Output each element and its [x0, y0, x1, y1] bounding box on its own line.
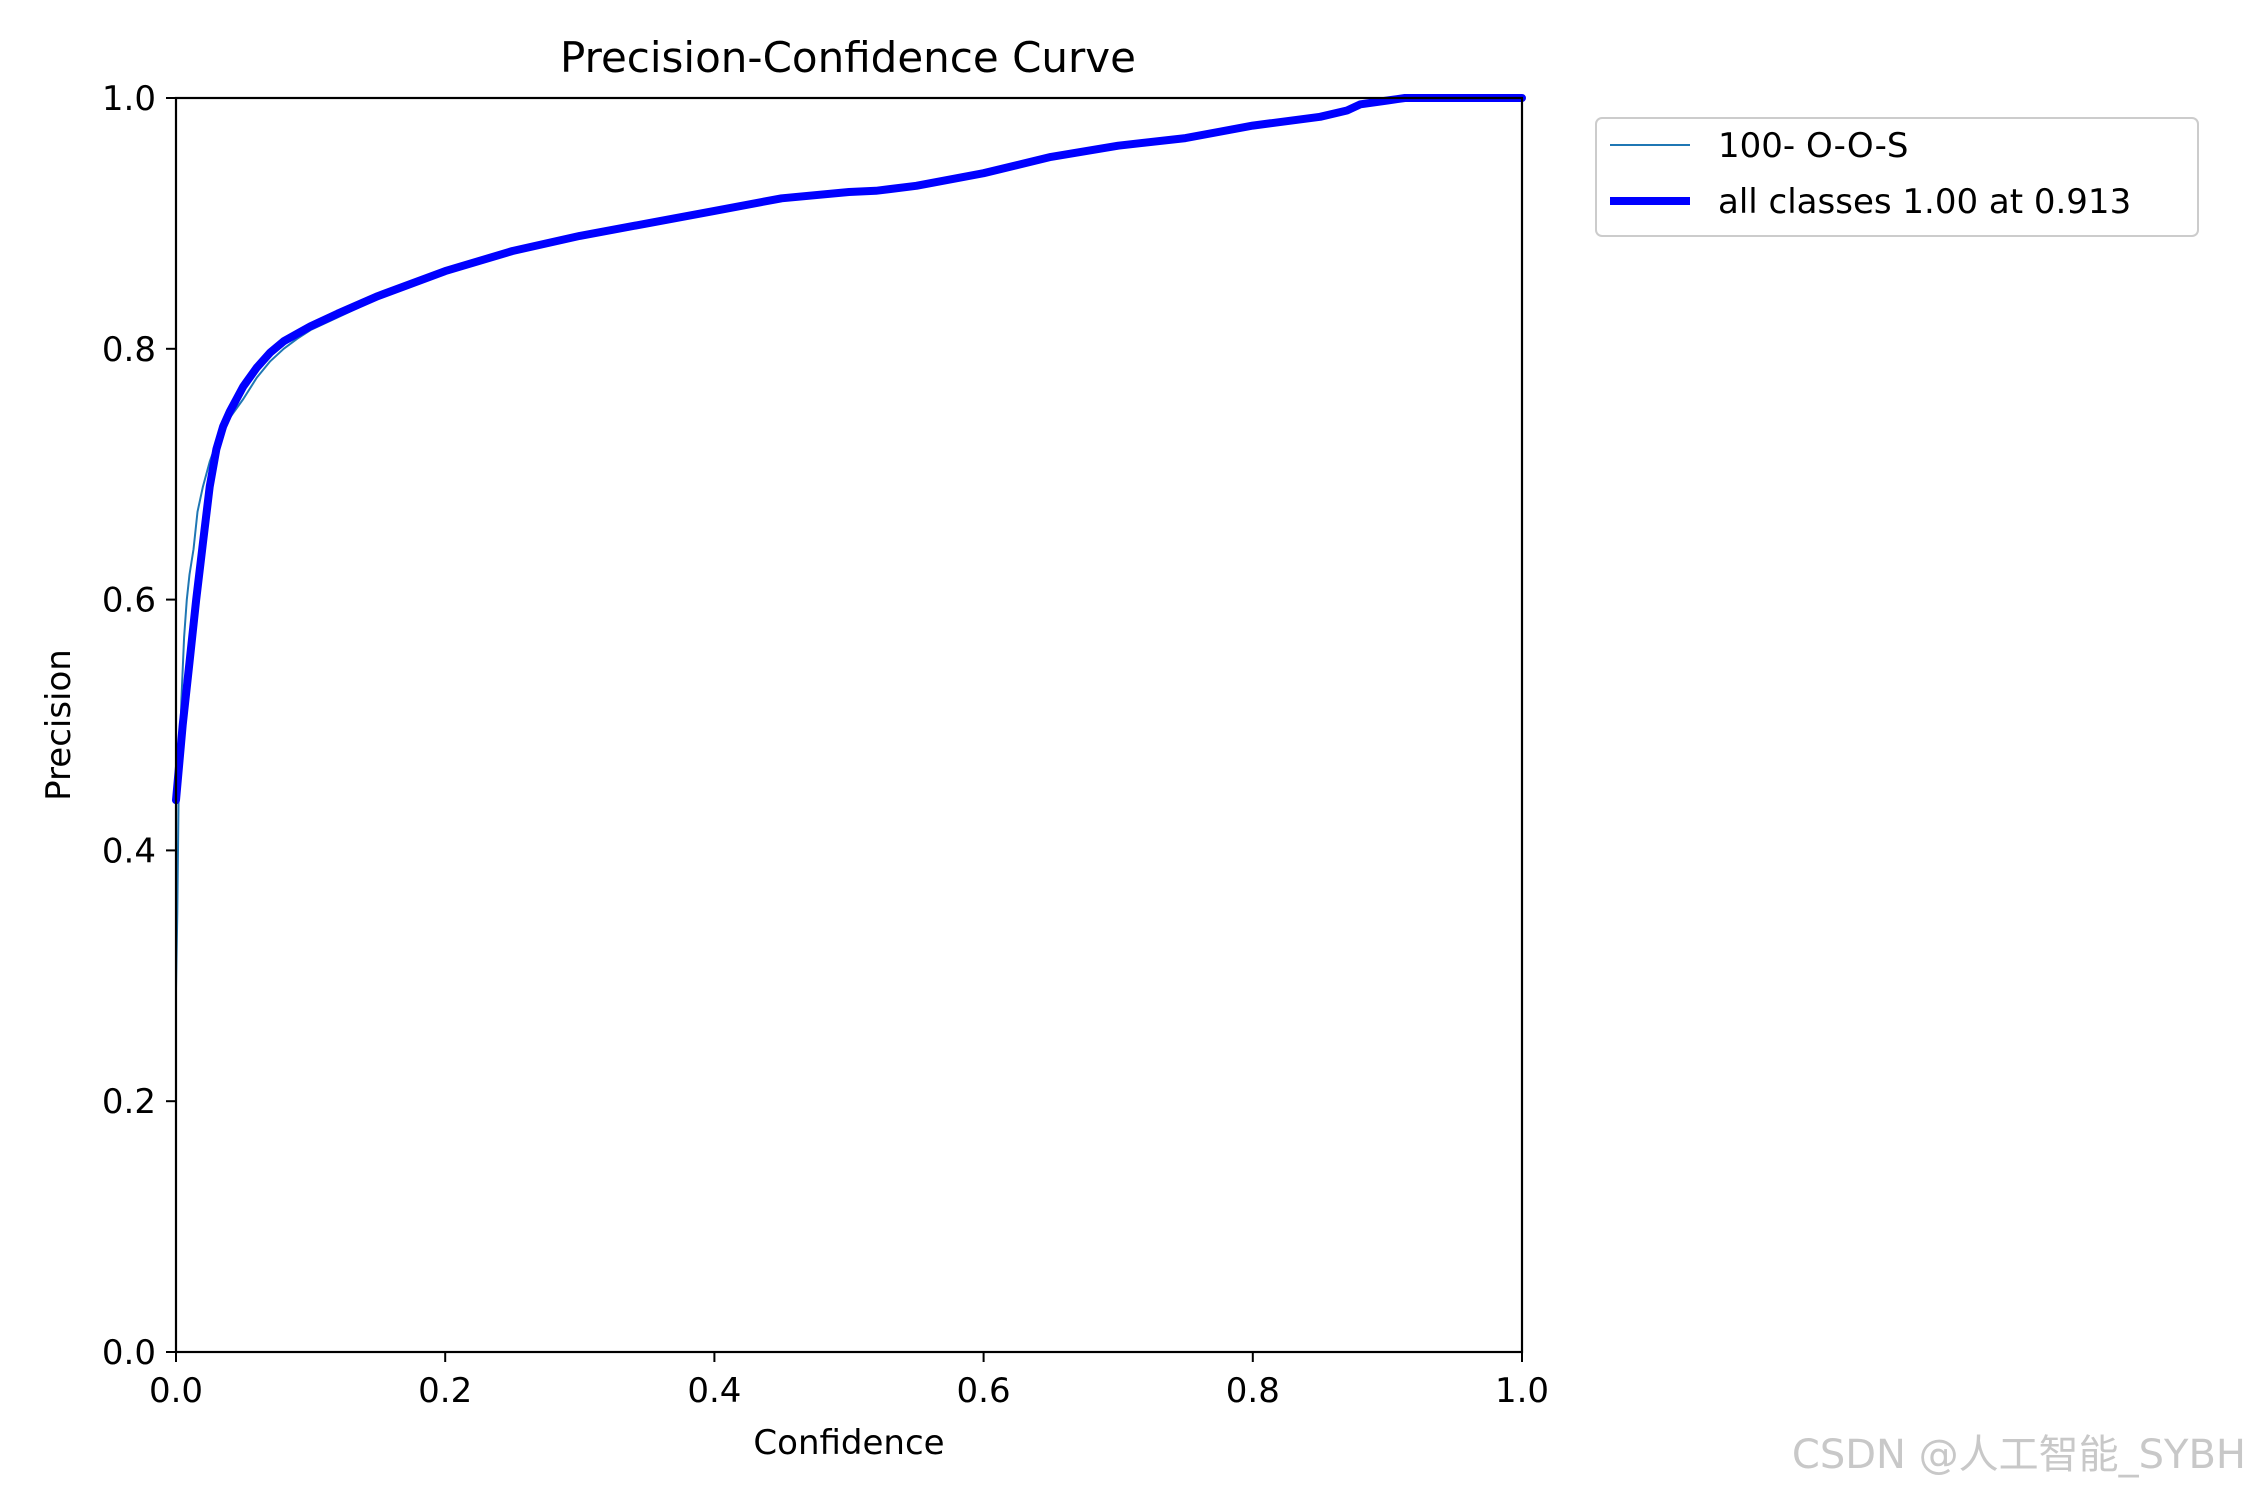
legend-box	[1595, 117, 2199, 237]
series-layer	[172, 94, 1526, 990]
plot-area	[172, 94, 1526, 1354]
legend-label-series-1: 100- O-O-S	[1718, 126, 1908, 166]
watermark: CSDN @人工智能_SYBH	[1791, 1432, 2246, 1478]
x-axis-label: Confidence	[753, 1423, 944, 1463]
legend-label-series-2: all classes 1.00 at 0.913	[1718, 182, 2131, 222]
x-tick-label: 1.0	[1495, 1371, 1549, 1411]
x-tick-label: 0.2	[418, 1371, 472, 1411]
y-axis-label: Precision	[39, 649, 79, 801]
y-tick-label: 1.0	[102, 79, 156, 119]
x-tick-label: 0.6	[957, 1371, 1011, 1411]
x-tick-label: 0.0	[149, 1371, 203, 1411]
legend: 100- O-O-S all classes 1.00 at 0.913	[1595, 117, 2199, 237]
x-tick-label: 0.8	[1226, 1371, 1280, 1411]
y-tick-label: 0.2	[102, 1082, 156, 1122]
x-axis-ticks: 0.0 0.2 0.4 0.6 0.8 1.0	[149, 1352, 1549, 1411]
y-tick-label: 0.8	[102, 330, 156, 370]
axes-frame	[174, 96, 1524, 1354]
series-line-2	[172, 94, 1526, 805]
chart-title: Precision-Confidence Curve	[560, 33, 1136, 82]
y-tick-label: 0.4	[102, 831, 156, 871]
x-tick-label: 0.4	[687, 1371, 741, 1411]
y-tick-label: 0.6	[102, 581, 156, 621]
y-axis-ticks: 0.0 0.2 0.4 0.6 0.8 1.0	[102, 79, 176, 1373]
y-tick-label: 0.0	[102, 1333, 156, 1373]
